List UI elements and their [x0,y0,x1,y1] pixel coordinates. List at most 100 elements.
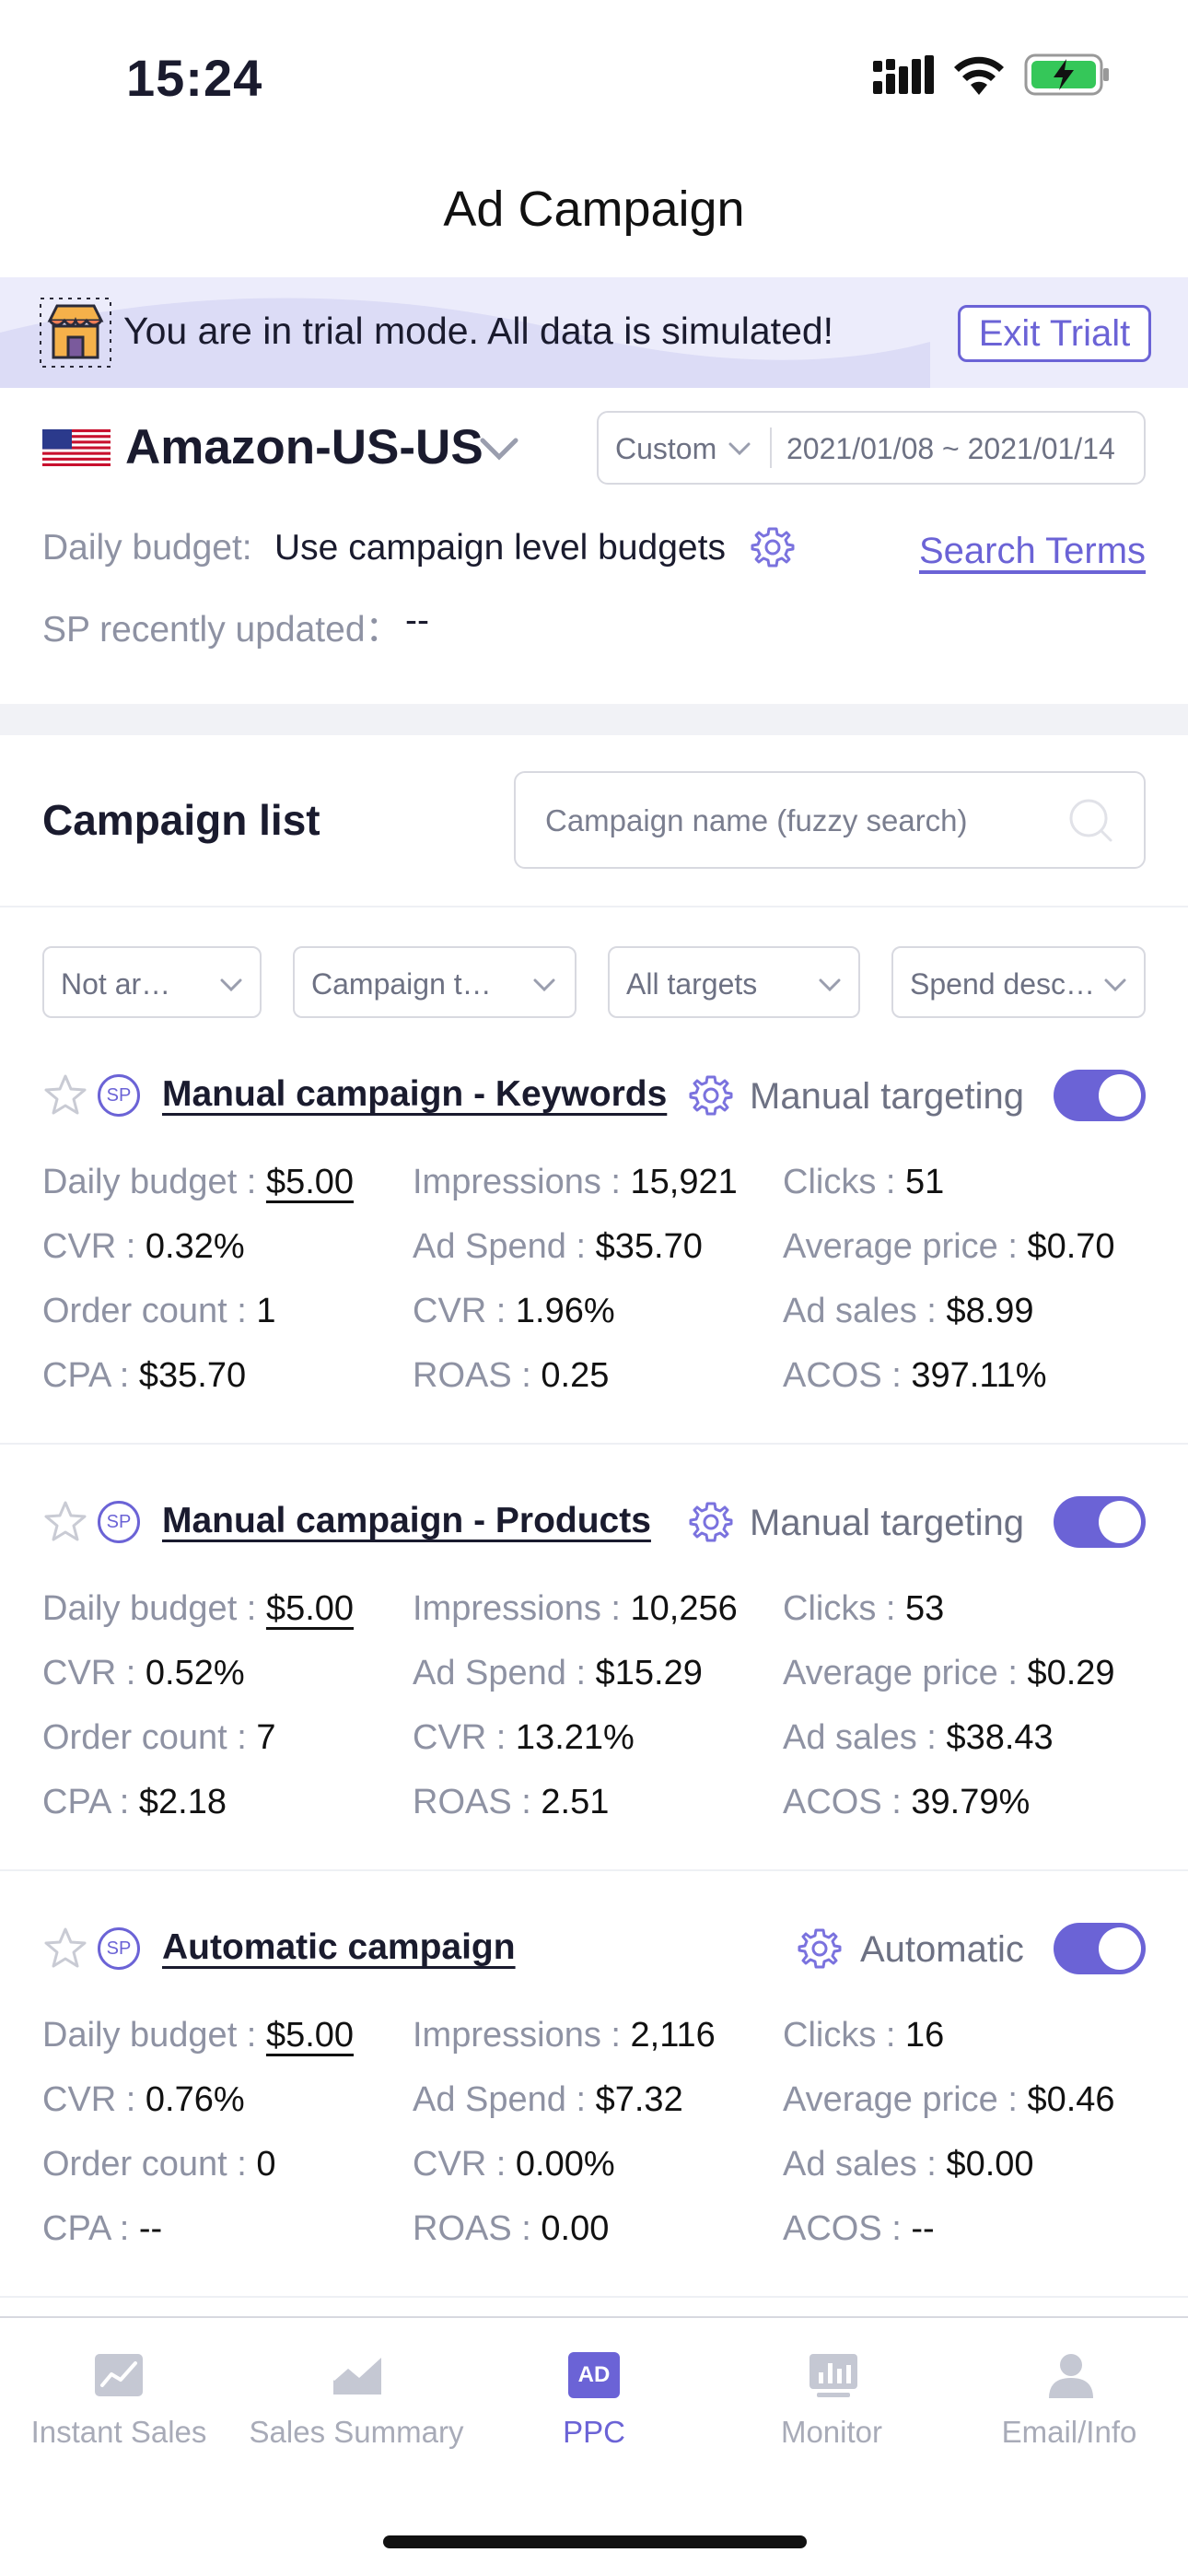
metric-label: Ad Spend : [413,2080,587,2119]
divider [0,1869,1188,1871]
metric-label: CVR : [413,2145,507,2184]
campaign-metric: ACOS : 397.11% [783,1356,1047,1396]
area-chart-icon[interactable] [332,2352,383,2398]
metric-label: ACOS : [783,1783,902,1821]
metric-value: 0.00% [515,2145,615,2184]
metric-label: ACOS : [783,1356,902,1395]
sp-badge: SP [98,1074,140,1117]
metric-label: Ad Spend : [413,1654,587,1692]
campaign-metric[interactable]: Daily budget : $5.00 [42,1163,354,1202]
ad-icon[interactable]: AD [568,2352,620,2398]
sp-badge: SP [98,1927,140,1970]
cellular-signal-icon [873,55,934,94]
metric-label: Impressions : [413,1589,621,1628]
campaign-metric: ROAS : 2.51 [413,1783,609,1822]
metric-label: Average price : [783,2080,1018,2119]
campaign-metric[interactable]: Daily budget : $5.00 [42,2016,354,2055]
metric-value: 10,256 [630,1589,738,1628]
metric-label: Daily budget : [42,1589,257,1628]
campaign-metric: Impressions : 10,256 [413,1589,738,1629]
campaign-name[interactable]: Manual campaign - Keywords [162,1074,668,1114]
chevron-down-icon[interactable] [479,433,519,463]
campaign-metric: Ad sales : $0.00 [783,2145,1034,2184]
chevron-down-icon [220,978,242,992]
date-range-picker[interactable] [597,411,1146,485]
chevron-down-icon [1104,978,1126,992]
campaign-enable-toggle[interactable] [1054,1923,1146,1974]
campaign-type-filter[interactable] [293,946,577,1018]
targets-filter[interactable] [608,946,860,1018]
sort-filter[interactable] [891,946,1146,1018]
home-indicator [383,2535,807,2548]
trend-chart-icon[interactable] [93,2352,145,2398]
gear-icon[interactable] [689,1500,733,1544]
campaign-metric: CVR : 0.00% [413,2145,615,2184]
metric-value: 397.11% [911,1356,1047,1395]
status-time: 15:24 [126,49,263,107]
metric-value: 0.52% [145,1654,245,1692]
metric-value: -- [911,2209,935,2248]
campaign-metric: ROAS : 0.00 [413,2209,609,2249]
status-filter-label: Not ar… [61,967,171,1001]
search-icon[interactable] [1066,796,1114,844]
tab-email-info[interactable]: Email/Info [1001,2415,1137,2449]
toggle-knob [1099,1927,1141,1970]
metric-label: Ad sales : [783,1718,937,1757]
toggle-knob [1099,1074,1141,1117]
favorite-star-icon[interactable] [42,1072,88,1118]
campaign-targeting-type: Manual targeting [750,1076,1024,1117]
divider [0,1443,1188,1445]
monitor-icon[interactable] [808,2352,859,2398]
campaign-metric: ACOS : -- [783,2209,935,2249]
campaign-metric: CVR : 0.76% [42,2080,245,2120]
metric-value[interactable]: $5.00 [265,2016,355,2055]
gear-icon[interactable] [798,1926,842,1971]
exit-trial-button[interactable]: Exit Trialt [958,305,1151,362]
metric-value: $35.70 [138,1356,247,1395]
campaign-enable-toggle[interactable] [1054,1070,1146,1121]
campaign-search-placeholder: Campaign name (fuzzy search) [545,803,968,837]
metric-label: CPA : [42,2209,130,2248]
campaign-search-input[interactable] [514,771,1146,869]
metric-label: Order count : [42,2145,247,2184]
tab-sales-summary[interactable]: Sales Summary [249,2415,464,2449]
sp-updated-label: SP recently updated： [42,610,402,650]
status-filter[interactable] [42,946,262,1018]
campaign-metric[interactable]: Daily budget : $5.00 [42,1589,354,1629]
metric-label: Order count : [42,1718,247,1757]
metric-value: $0.70 [1027,1227,1115,1266]
person-icon[interactable] [1045,2352,1097,2398]
tab-monitor[interactable]: Monitor [780,2415,883,2449]
date-range-value[interactable]: 2021/01/08 ~ 2021/01/14 [786,432,1115,465]
tab-ppc[interactable]: PPC [563,2415,625,2449]
metric-value: 0.00 [541,2209,610,2248]
store-selector[interactable]: Amazon-US-US [125,420,483,474]
date-mode-select[interactable]: Custom [615,432,717,465]
campaign-metric: Average price : $0.70 [783,1227,1115,1267]
campaign-metric: Average price : $0.29 [783,1654,1115,1693]
metric-label: Average price : [783,1654,1018,1692]
metric-label: Daily budget : [42,1163,257,1201]
wifi-icon [954,56,1004,95]
search-terms-link[interactable]: Search Terms [919,531,1147,571]
campaign-name[interactable]: Manual campaign - Products [162,1501,651,1540]
campaign-name[interactable]: Automatic campaign [162,1927,516,1967]
chevron-down-icon [728,442,751,456]
metric-label: CVR : [413,1292,507,1330]
metric-value: $0.00 [946,2145,1034,2184]
tab-instant-sales[interactable]: Instant Sales [30,2415,207,2449]
favorite-star-icon[interactable] [42,1499,88,1545]
divider [0,906,1188,907]
battery-icon [1024,53,1109,96]
metric-value[interactable]: $5.00 [265,1163,355,1201]
campaign-enable-toggle[interactable] [1054,1496,1146,1548]
metric-value[interactable]: $5.00 [265,1589,355,1628]
gear-icon[interactable] [689,1073,733,1118]
campaign-metric: CVR : 1.96% [413,1292,615,1331]
gear-icon[interactable] [751,525,795,569]
daily-budget-value: Use campaign level budgets [274,528,726,568]
favorite-star-icon[interactable] [42,1926,88,1972]
metric-label: CPA : [42,1783,130,1821]
metric-label: Order count : [42,1292,247,1330]
metric-label: ROAS : [413,1356,531,1395]
